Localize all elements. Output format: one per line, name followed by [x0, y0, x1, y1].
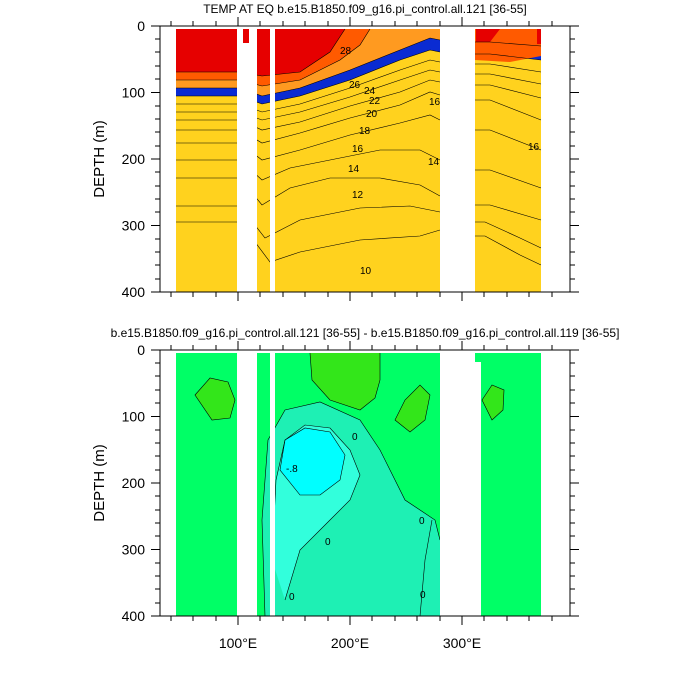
bottom-left-empty [161, 351, 176, 616]
bottom-contour-lines [194, 352, 505, 616]
bottom-ytick-0: 0 [137, 342, 145, 358]
bottom-patch-2 [395, 385, 430, 432]
bottom-label-0a: 0 [352, 432, 358, 443]
top-land-gap-3 [440, 27, 475, 292]
top-ytick-200: 200 [122, 151, 146, 167]
bottom-ytick-300: 300 [122, 542, 146, 558]
top-label-16: 16 [352, 144, 364, 155]
top-land-gap-1 [237, 27, 257, 292]
bottom-y-axis-label: DEPTH (m) [91, 444, 108, 522]
bottom-label-0e: 0 [420, 590, 426, 601]
top-label-26: 26 [349, 80, 361, 91]
top-land-mask [161, 27, 569, 292]
top-label-24: 24 [364, 86, 376, 97]
bottom-label-neg: -.8 [286, 464, 298, 475]
top-ticks [151, 17, 579, 301]
top-contour-fill [176, 28, 542, 292]
xtick-100e: 100°E [219, 635, 257, 651]
top-label-10: 10 [360, 266, 372, 277]
bottom-panel-title: b.e15.B1850.f09_g16.pi_control.all.121 [… [111, 326, 620, 340]
bottom-ytick-200: 200 [122, 475, 146, 491]
bottom-ytick-100: 100 [122, 409, 146, 425]
top-ytick-0: 0 [137, 18, 145, 34]
top-y-tick-labels: 0 100 200 300 400 [122, 18, 146, 300]
top-ytick-400: 400 [122, 284, 146, 300]
bottom-ticks [151, 341, 579, 625]
bottom-label-0c: 0 [419, 516, 425, 527]
top-label-16b: 16 [429, 97, 441, 108]
bottom-land-gap-3 [440, 351, 475, 616]
top-ytick-300: 300 [122, 218, 146, 234]
top-right-empty [541, 27, 569, 292]
xtick-300e: 300°E [443, 635, 481, 651]
bottom-band-neg3 [280, 428, 345, 495]
top-label-28: 28 [340, 46, 352, 57]
bottom-right-empty [541, 351, 569, 616]
bottom-contour-fill [176, 352, 541, 616]
bottom-land-gap-2 [270, 351, 275, 616]
bottom-label-0d: 0 [289, 592, 295, 603]
bottom-patch-1 [310, 353, 380, 410]
top-island-patch [243, 29, 249, 43]
top-label-20: 20 [366, 109, 378, 120]
bottom-land-gap-1 [237, 351, 257, 616]
top-contour-labels: 28 26 24 22 20 18 16 14 12 10 16 14 16 [340, 46, 540, 277]
top-label-18: 18 [359, 126, 371, 137]
bottom-contour-labels: 0 -.8 0 0 0 0 [286, 432, 426, 603]
bottom-patch-4 [482, 385, 504, 420]
bottom-land-gap-4 [475, 362, 481, 616]
top-label-14b: 14 [428, 157, 440, 168]
bottom-land-mask [161, 351, 569, 616]
top-label-22: 22 [369, 96, 381, 107]
top-band-hot [176, 29, 541, 76]
top-left-empty [161, 27, 176, 292]
top-panel-title: TEMP AT EQ b.e15.B1850.f09_g16.pi_contro… [203, 2, 527, 16]
top-label-12: 12 [352, 190, 364, 201]
xtick-200e: 200°E [331, 635, 369, 651]
top-y-axis-label: DEPTH (m) [91, 120, 108, 198]
top-label-14: 14 [348, 164, 360, 175]
top-land-gap-2 [270, 27, 275, 292]
top-label-16c: 16 [528, 142, 540, 153]
bottom-x-tick-labels: 100°E 200°E 300°E [219, 635, 481, 651]
bottom-ytick-400: 400 [122, 608, 146, 624]
bottom-y-tick-labels: 0 100 200 300 400 [122, 342, 146, 624]
top-ytick-100: 100 [122, 85, 146, 101]
bottom-label-0b: 0 [325, 537, 331, 548]
